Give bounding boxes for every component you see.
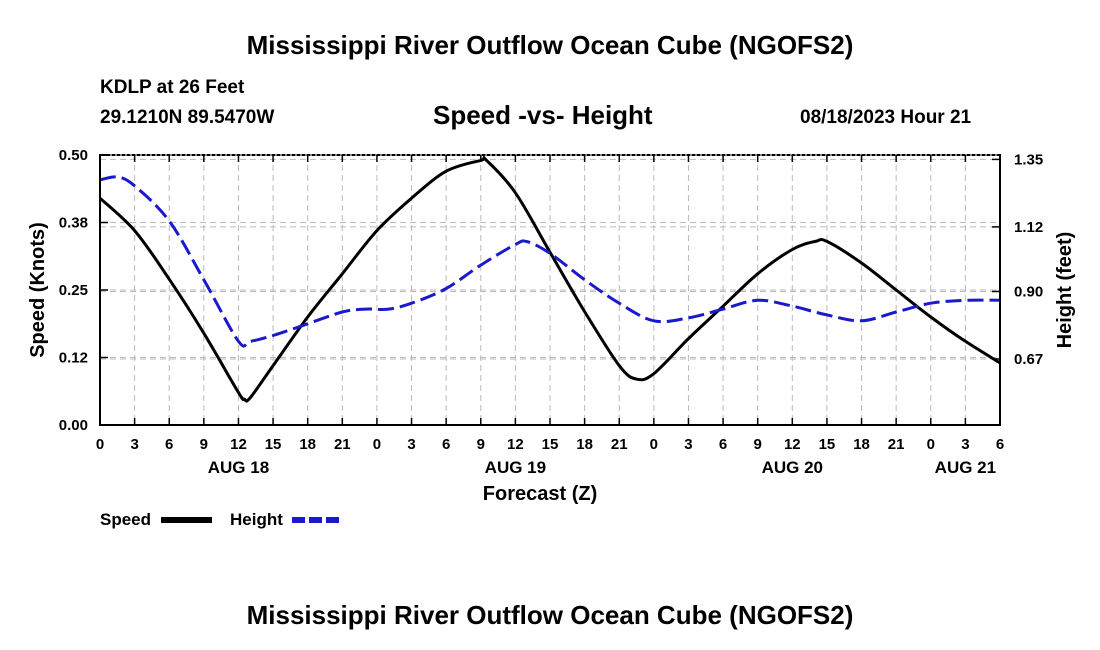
x-date-label: AUG 20	[762, 458, 823, 477]
chart-main-title: Mississippi River Outflow Ocean Cube (NG…	[246, 30, 854, 60]
station-coordinates: 29.1210N 89.5470W	[100, 107, 275, 128]
x-tick-label: 9	[477, 436, 485, 453]
x-date-label: AUG 21	[935, 458, 996, 477]
forecast-datetime: 08/18/2023 Hour 21	[800, 107, 972, 128]
x-tick-label: 18	[853, 436, 870, 453]
x-date-label: AUG 19	[485, 458, 546, 477]
x-tick-label: 12	[507, 436, 524, 453]
legend-height-label: Height	[230, 510, 283, 529]
y-right-tick-label: 1.12	[1014, 219, 1043, 236]
x-tick-label: 3	[130, 436, 138, 453]
x-tick-label: 0	[96, 436, 104, 453]
chart-ticks: 0 3 6 9 12 15 18 21 0 3 6 9 12 15 18 21 0 3 6 9 12 15 18 21 0 3 6A…	[59, 147, 1043, 477]
speed-series-line	[98, 156, 1001, 403]
x-tick-label: 3	[684, 436, 692, 453]
chart-series	[98, 156, 1001, 403]
x-date-label: AUG 18	[208, 458, 269, 477]
y-axis-right-label: Height (feet)	[1054, 232, 1076, 349]
y-left-tick-label: 0.25	[59, 282, 88, 299]
y-left-tick-label: 0.38	[59, 215, 88, 232]
x-tick-label: 18	[576, 436, 593, 453]
x-tick-label: 0	[927, 436, 935, 453]
x-tick-label: 6	[442, 436, 450, 453]
chart-subtitle: Speed -vs- Height	[433, 100, 653, 130]
y-left-tick-label: 0.00	[59, 417, 88, 434]
y-axis-left-label: Speed (Knots)	[27, 222, 49, 358]
x-tick-label: 15	[819, 436, 836, 453]
x-tick-label: 6	[719, 436, 727, 453]
y-right-tick-label: 0.67	[1014, 351, 1043, 368]
y-right-tick-label: 1.35	[1014, 151, 1043, 168]
x-tick-label: 21	[611, 436, 628, 453]
x-tick-label: 0	[373, 436, 381, 453]
x-tick-label: 21	[334, 436, 351, 453]
chart-grid	[100, 154, 1000, 425]
x-tick-label: 3	[961, 436, 969, 453]
x-tick-label: 6	[165, 436, 173, 453]
y-left-tick-label: 0.12	[59, 350, 88, 367]
y-right-tick-label: 0.90	[1014, 283, 1043, 300]
station-label: KDLP at 26 Feet	[100, 77, 245, 98]
x-tick-label: 15	[265, 436, 282, 453]
x-tick-label: 18	[299, 436, 316, 453]
x-tick-label: 21	[888, 436, 905, 453]
height-series-line	[99, 175, 1001, 348]
x-tick-label: 6	[996, 436, 1004, 453]
x-axis-label: Forecast (Z)	[483, 483, 597, 505]
x-tick-label: 15	[542, 436, 559, 453]
x-tick-label: 3	[407, 436, 415, 453]
x-tick-label: 9	[200, 436, 208, 453]
x-tick-label: 12	[230, 436, 247, 453]
x-tick-label: 0	[650, 436, 658, 453]
x-tick-label: 12	[784, 436, 801, 453]
x-tick-label: 9	[754, 436, 762, 453]
legend-speed-label: Speed	[100, 510, 151, 529]
footer-title: Mississippi River Outflow Ocean Cube (NG…	[246, 600, 854, 630]
y-left-tick-label: 0.50	[59, 147, 88, 164]
